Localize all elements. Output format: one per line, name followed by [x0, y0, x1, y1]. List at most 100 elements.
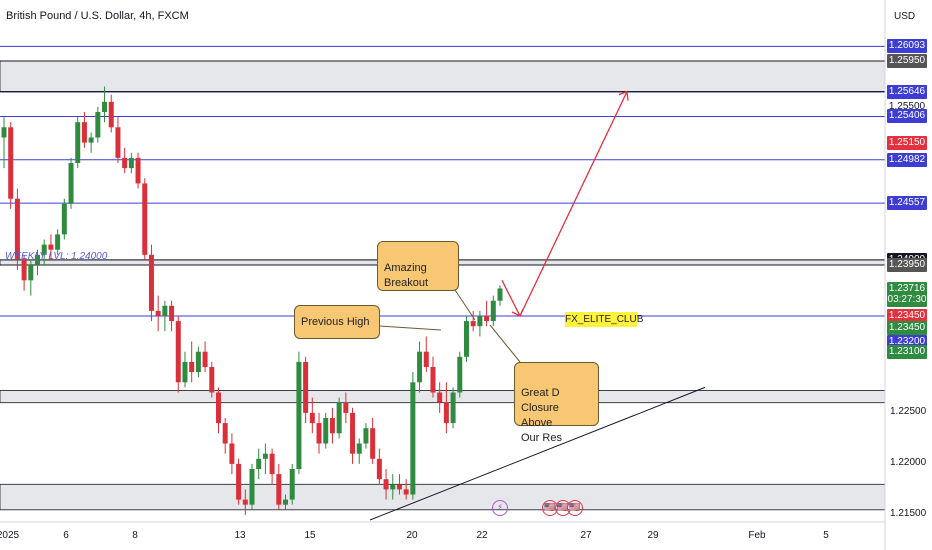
price-badge: 1.23100: [887, 344, 927, 359]
time-tick-label: 6: [63, 530, 69, 541]
bear-candle: [316, 423, 322, 444]
price-badge: 1.24557: [887, 196, 927, 211]
price-badge: 1.25646: [887, 85, 927, 99]
lightning-event-icon[interactable]: ⚡: [492, 500, 508, 516]
breakout-pointer: [454, 289, 476, 321]
bear-candle: [443, 402, 449, 424]
supply-demand-zone: [0, 390, 886, 404]
bear-candle: [175, 321, 181, 383]
bull-candle: [336, 402, 342, 434]
bull-candle: [356, 443, 362, 454]
drawings-layer: [369, 90, 706, 521]
amazing-breakout-callout[interactable]: Amazing Breakout: [377, 241, 459, 291]
price-badge: 1.24982: [887, 152, 927, 167]
bull-candle: [417, 351, 423, 383]
price-badge: 1.23950: [887, 258, 927, 272]
price-badge: 1.23450: [887, 321, 927, 336]
bull-candle: [363, 428, 369, 444]
bull-candle: [289, 469, 295, 500]
bear-candle: [81, 122, 87, 143]
time-tick-label: 5: [823, 530, 829, 541]
time-tick-label: 20: [406, 530, 418, 541]
bear-candle: [115, 127, 121, 158]
bull-candle: [28, 265, 34, 281]
bear-candle: [135, 157, 141, 184]
bull-candle: [95, 112, 101, 138]
price-badge: 1.23450: [887, 309, 927, 323]
bull-candle: [497, 288, 503, 301]
bear-candle: [383, 479, 389, 490]
bull-candle: [1, 127, 7, 138]
bear-candle: [403, 489, 409, 495]
previous-high-text: Previous High: [301, 316, 370, 328]
bull-candle: [182, 361, 188, 383]
bear-candle: [222, 423, 228, 444]
previous-high-callout[interactable]: Previous High: [294, 305, 380, 339]
bear-candle: [14, 198, 20, 260]
horizontal-lines-layer: [0, 45, 885, 317]
weekly-level-label: WEEKLY LVL: 1.24000: [5, 251, 108, 262]
currency-label[interactable]: USD: [894, 11, 916, 22]
bull-candle: [102, 101, 108, 112]
forecast-line-up: [519, 91, 628, 317]
price-tick-label: 1.22500: [890, 405, 927, 417]
fx-elite-club-label: FX_ELITE_CLUB: [565, 312, 644, 327]
time-tick-label: 29: [647, 530, 659, 541]
bear-candle: [470, 321, 476, 327]
previous-high-pointer: [379, 325, 442, 331]
bear-candle: [309, 412, 315, 424]
bear-candle: [343, 402, 349, 413]
bear-candle: [484, 316, 490, 322]
bear-candle: [122, 157, 128, 169]
price-badge: 1.25950: [887, 54, 927, 68]
bull-candle: [463, 321, 469, 357]
bull-candle: [490, 300, 496, 322]
bull-candle: [88, 137, 94, 143]
bull-candle: [35, 254, 41, 265]
bear-candle: [276, 474, 282, 505]
bull-candle: [390, 484, 396, 490]
bear-candle: [48, 244, 54, 250]
bull-candle: [162, 305, 168, 316]
bear-candle: [437, 392, 443, 403]
trendline: [369, 386, 706, 521]
bear-candle: [350, 412, 356, 454]
time-tick-label: 27: [580, 530, 592, 541]
bear-candle: [242, 499, 248, 505]
supply-demand-zone: [0, 60, 886, 93]
bull-candle: [75, 122, 81, 163]
forecast-down-arrowhead: [511, 308, 524, 317]
bull-candle: [283, 499, 289, 505]
bear-candle: [209, 367, 215, 393]
price-badge: 1.25406: [887, 109, 927, 124]
bull-candle: [323, 418, 329, 444]
price-badge: 1.25150: [887, 135, 927, 150]
price-tick-label: 1.21500: [890, 507, 927, 519]
candles-layer: [1, 86, 503, 515]
bull-candle: [55, 234, 61, 250]
bull-candle: [68, 163, 74, 204]
great-d-callout[interactable]: Great D Closure Above Our Res: [514, 362, 599, 444]
us-flag-event-icon[interactable]: 🇺🇸: [567, 500, 583, 516]
bear-candle: [215, 392, 221, 424]
supply-demand-zone: [0, 483, 886, 511]
bear-candle: [370, 428, 376, 459]
bull-candle: [450, 392, 456, 424]
bear-candle: [236, 463, 242, 500]
bull-candle: [61, 203, 67, 235]
time-tick-label: 22: [476, 530, 488, 541]
price-badge: 1.26093: [887, 39, 927, 54]
forecast-line-down: [501, 280, 521, 317]
bear-candle: [202, 351, 208, 367]
bull-candle: [256, 458, 262, 469]
bear-candle: [269, 453, 275, 475]
bear-candle: [142, 183, 148, 255]
bear-candle: [229, 443, 235, 464]
bear-candle: [303, 361, 309, 413]
bull-candle: [477, 316, 483, 327]
time-tick-label: Feb: [748, 530, 766, 541]
bear-candle: [169, 305, 175, 322]
great-d-pointer: [489, 324, 521, 363]
bull-candle: [262, 453, 268, 459]
